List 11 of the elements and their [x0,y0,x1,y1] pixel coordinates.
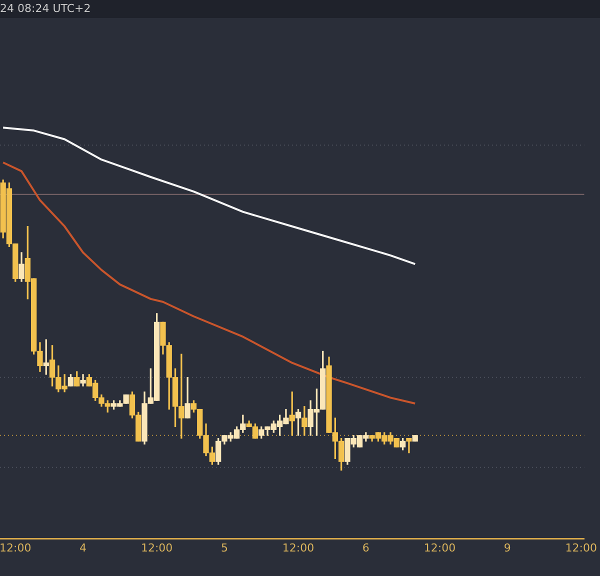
x-tick-label: 12:00 [565,541,597,554]
candlestick [406,438,412,454]
text: 24 08:24 UTC+2 [0,0,600,18]
x-tick-label: 6 [362,541,370,554]
x-tick-label: 9 [504,541,511,554]
x-tick-label: 5 [220,541,228,554]
x-tick-label: 12:00 [424,541,456,554]
x-tick-label: 12:00 [0,541,32,554]
x-tick-label: 4 [80,541,87,554]
x-tick-label: 12:00 [282,541,314,554]
x-tick-label: 12:00 [140,541,173,554]
